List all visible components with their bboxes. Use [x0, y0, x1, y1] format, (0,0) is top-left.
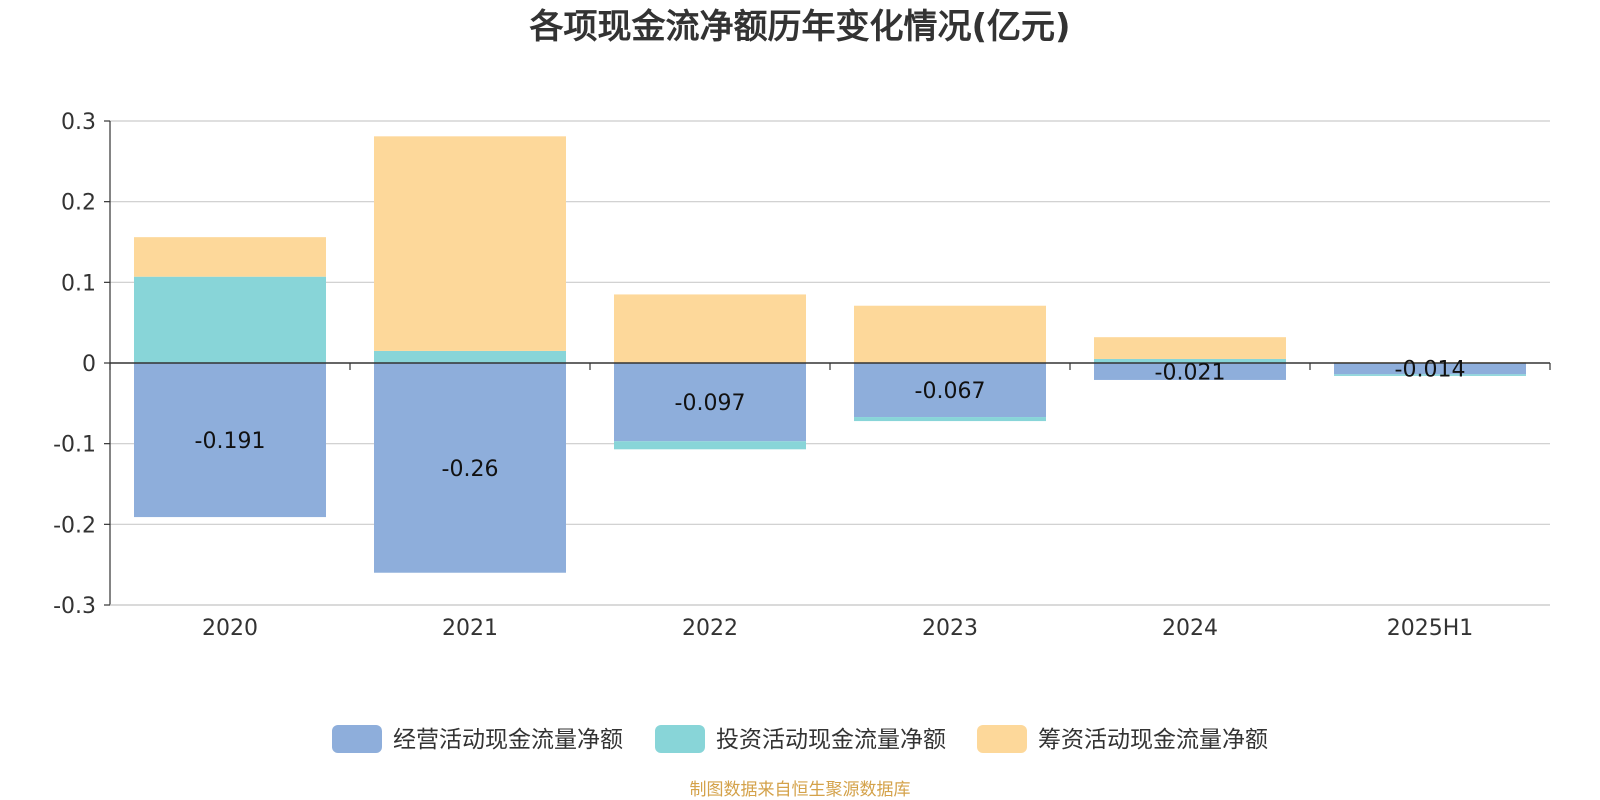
- data-label-2025H1: -0.014: [1395, 358, 1466, 383]
- bar-2022-series-2: [614, 294, 806, 363]
- bar-2021-series-2: [374, 136, 566, 351]
- y-tick-label: -0.1: [53, 433, 96, 458]
- data-label-2023: -0.067: [915, 379, 986, 404]
- bar-2022-series-0: [614, 363, 806, 442]
- legend-item-2[interactable]: 筹资活动现金流量净额: [977, 725, 1268, 753]
- bar-2022-series-1: [614, 441, 806, 450]
- data-label-2022: -0.097: [675, 391, 746, 416]
- bar-2020-series-1: [134, 276, 326, 363]
- x-tick-label: 2020: [202, 616, 258, 641]
- bar-2023-series-1: [854, 417, 1046, 422]
- legend-label: 筹资活动现金流量净额: [1038, 727, 1268, 753]
- bar-2020-series-0: [134, 363, 326, 518]
- bar-2024-series-2: [1094, 337, 1286, 359]
- bar-2025H1-series-1: [1334, 374, 1526, 376]
- axis-layer: 0.3 0.2 0.1 0 -0.1 -0.2 -0.3 2020 2021 2022 2023 20…: [53, 110, 1551, 641]
- legend-item-1[interactable]: 投资活动现金流量净额: [655, 725, 946, 753]
- bar-2024-series-1: [1094, 358, 1286, 363]
- x-tick-label: 2025H1: [1387, 616, 1474, 641]
- legend-label: 投资活动现金流量净额: [716, 727, 946, 753]
- y-tick-label: 0.1: [61, 271, 96, 296]
- bar-2020-series-2: [134, 237, 326, 277]
- bar-2023-series-2: [854, 305, 1046, 363]
- data-label-2020: -0.191: [195, 429, 266, 454]
- x-tick-label: 2022: [682, 616, 738, 641]
- bars-layer: [134, 136, 1526, 573]
- legend: 经营活动现金流量净额 投资活动现金流量净额 筹资活动现金流量净额: [332, 725, 1268, 753]
- bar-2021-series-1: [374, 350, 566, 363]
- legend-swatch: [977, 725, 1027, 753]
- legend-swatch: [655, 725, 705, 753]
- y-tick-label: 0: [82, 352, 96, 377]
- y-tick-label: -0.3: [53, 594, 96, 619]
- data-label-2024: -0.021: [1155, 360, 1226, 385]
- y-tick-label: 0.3: [61, 110, 96, 135]
- legend-label: 经营活动现金流量净额: [393, 727, 623, 753]
- bar-2021-series-0: [374, 363, 566, 573]
- legend-swatch: [332, 725, 382, 753]
- legend-item-0[interactable]: 经营活动现金流量净额: [332, 725, 623, 753]
- x-tick-label: 2024: [1162, 616, 1218, 641]
- x-tick-label: 2023: [922, 616, 978, 641]
- x-tick-label: 2021: [442, 616, 498, 641]
- bar-2023-series-0: [854, 363, 1046, 418]
- y-tick-label: 0.2: [61, 191, 96, 216]
- chart-title: 各项现金流净额历年变化情况(亿元): [529, 7, 1070, 47]
- labels-layer: -0.191 -0.26 -0.097 -0.067 -0.021 -0.014: [195, 358, 1466, 482]
- bar-2024-series-0: [1094, 363, 1286, 380]
- y-tick-label: -0.2: [53, 513, 96, 538]
- data-label-2021: -0.26: [442, 457, 499, 482]
- source-note: 制图数据来自恒生聚源数据库: [690, 780, 911, 800]
- bar-2025H1-series-0: [1334, 363, 1526, 375]
